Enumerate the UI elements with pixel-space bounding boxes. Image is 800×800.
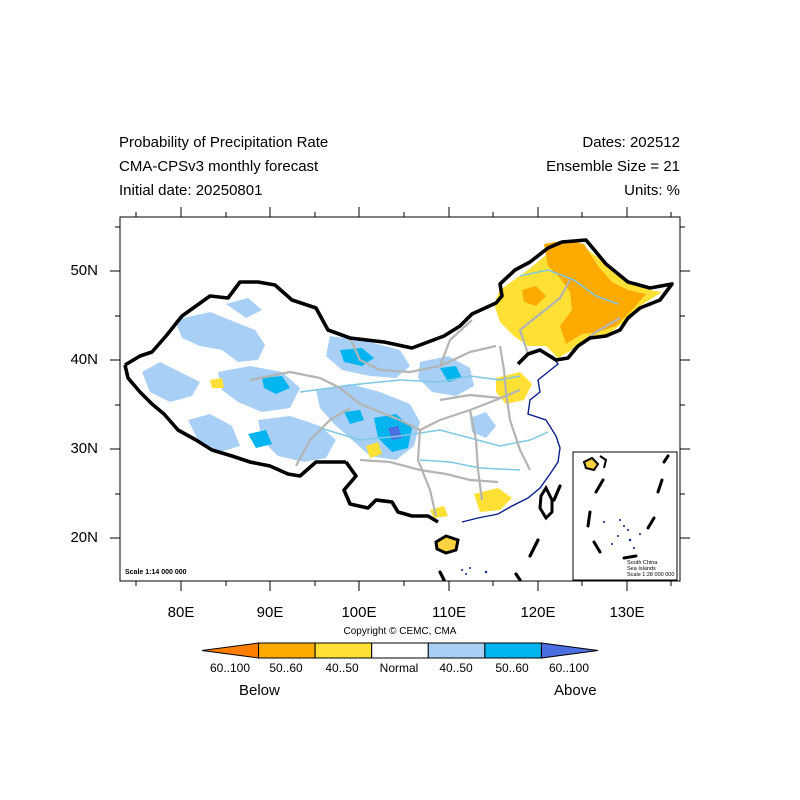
copyright-notice: Copyright © CEMC, CMA	[343, 626, 457, 637]
maritime-dash-line	[438, 484, 562, 581]
legend-above-label: Above	[554, 682, 597, 699]
map-frame	[119, 216, 681, 582]
coastline	[461, 349, 561, 523]
ensemble-size: Ensemble Size = 21	[546, 158, 680, 175]
map-title: Probability of Precipitation Rate	[119, 134, 329, 151]
legend-label-below-moderate: 50..60	[269, 661, 303, 675]
legend-label-above-weak: 40..50	[439, 661, 473, 675]
small-islands	[461, 567, 488, 575]
units-label: Units: %	[624, 182, 680, 199]
initial-date: Initial date: 20250801	[119, 182, 263, 199]
legend-label-above-strong: 60..100	[548, 661, 590, 675]
legend-swatch-normal	[371, 642, 429, 659]
lat-label-50n: 50N	[70, 262, 98, 279]
lon-label-80e: 80E	[167, 604, 195, 621]
legend-swatch-below-weak	[314, 642, 373, 659]
taiwan-island	[538, 484, 554, 521]
legend-colorbar	[201, 642, 599, 659]
model-name: CMA-CPSv3 monthly forecast	[119, 158, 319, 175]
axis-ticks	[110, 207, 690, 591]
legend-swatch-above-strong	[540, 642, 599, 659]
hainan-island	[434, 534, 460, 555]
lon-label-120e: 120E	[520, 604, 556, 621]
above-normal-patches	[142, 298, 496, 462]
lon-label-90e: 90E	[256, 604, 284, 621]
legend-swatch-above-weak	[427, 642, 486, 659]
main-scale-label: Scale 1:14 000 000	[125, 569, 187, 576]
legend-swatch-above-moderate	[484, 642, 542, 659]
lon-label-130e: 130E	[609, 604, 645, 621]
legend-label-below-strong: 60..100	[209, 661, 251, 675]
lat-label-30n: 30N	[70, 440, 98, 457]
legend-swatch-below-strong	[201, 642, 260, 659]
inset-name-line1: South China	[627, 560, 658, 566]
map-content	[123, 238, 674, 581]
legend-below-label: Below	[239, 682, 280, 699]
lon-label-110e: 110E	[432, 604, 466, 621]
forecast-dates: Dates: 202512	[582, 134, 680, 151]
legend-swatch-below-moderate	[258, 642, 316, 659]
lat-label-40n: 40N	[70, 351, 98, 368]
south-china-sea-inset	[572, 451, 678, 581]
legend-label-above-moderate: 50..60	[495, 661, 529, 675]
legend-label-normal: Normal	[379, 661, 419, 675]
rivers	[299, 269, 619, 471]
national-border	[123, 238, 674, 524]
inset-name-line2: Sea Islands	[627, 566, 656, 572]
lon-label-100e: 100E	[341, 604, 377, 621]
legend-label-below-weak: 40..50	[325, 661, 359, 675]
lat-label-20n: 20N	[70, 529, 98, 546]
inset-scale-label: Scale 1:28 000 000	[627, 572, 675, 578]
